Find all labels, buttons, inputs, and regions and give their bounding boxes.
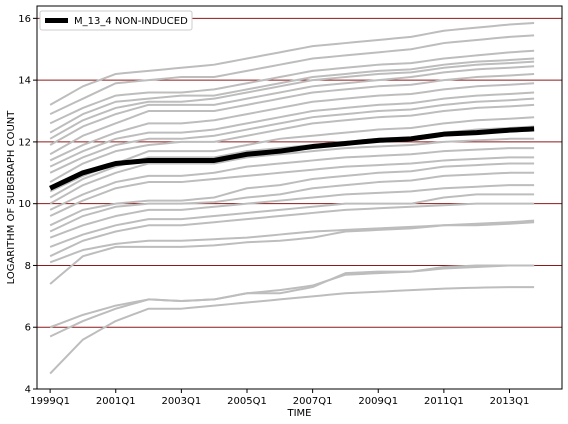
background-series-line <box>49 97 535 174</box>
background-series-line <box>49 184 535 239</box>
highlight-series <box>49 126 535 191</box>
background-series-line <box>49 49 535 125</box>
y-axis-label: LOGARITHM OF SUBGRAPH COUNT <box>6 110 17 285</box>
y-tick-label: 10 <box>18 199 31 210</box>
y-tick-label: 4 <box>25 385 31 396</box>
background-series-line <box>49 171 535 233</box>
x-tick-label: 2007Q1 <box>293 396 333 407</box>
legend: M_13_4 NON-INDUCED <box>39 10 193 31</box>
background-series-line <box>49 156 535 217</box>
background-series-line <box>49 21 535 106</box>
x-axis-label: TIME <box>286 408 311 419</box>
highlight-series-line <box>49 126 535 191</box>
y-tick-label: 14 <box>18 76 31 87</box>
background-series-line <box>49 34 535 116</box>
x-tick-label: 2009Q1 <box>358 396 398 407</box>
y-tick-label: 12 <box>18 137 31 148</box>
x-axis-ticks: 1999Q1 2001Q1 2003Q1 2005Q1 2007Q1 2009Q1 2011… <box>30 389 529 407</box>
background-series-line <box>49 116 535 193</box>
background-series-line <box>49 147 535 211</box>
x-tick-label: 2001Q1 <box>96 396 136 407</box>
plot-frame <box>36 5 563 390</box>
background-series-line <box>49 72 535 156</box>
background-series-line <box>49 193 535 248</box>
x-tick-label: 2011Q1 <box>424 396 464 407</box>
legend-entry-label: M_13_4 NON-INDUCED <box>74 16 188 27</box>
legend-box <box>39 10 193 31</box>
background-series-line <box>49 60 535 140</box>
background-series-line <box>49 202 535 258</box>
background-series-line <box>49 91 535 168</box>
y-tick-label: 8 <box>25 261 31 272</box>
x-tick-label: 2013Q1 <box>490 396 530 407</box>
background-series-line <box>49 137 535 205</box>
x-tick-label: 1999Q1 <box>30 396 70 407</box>
y-tick-label: 6 <box>25 323 31 334</box>
x-tick-label: 2005Q1 <box>227 396 267 407</box>
y-tick-label: 16 <box>18 14 31 25</box>
background-series-line <box>49 65 535 146</box>
background-series-line <box>49 221 535 285</box>
y-axis-ticks: 4 6 8 10 12 14 16 <box>18 14 37 396</box>
background-series-line <box>49 82 535 162</box>
background-series-line <box>49 286 535 375</box>
x-tick-label: 2003Q1 <box>162 396 202 407</box>
background-series-line <box>49 264 535 329</box>
background-series-line <box>49 103 535 183</box>
background-series-line <box>49 264 535 338</box>
background-series-line <box>49 162 535 227</box>
background-series-line <box>49 57 535 134</box>
